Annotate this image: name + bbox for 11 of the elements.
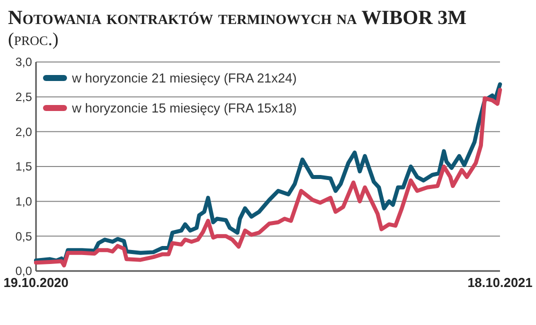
legend-label: w horyzoncie 15 miesięcy (FRA 15x18) xyxy=(71,100,297,116)
y-tick-label: 2,5 xyxy=(15,90,32,104)
y-tick-label: 2,0 xyxy=(15,124,32,139)
y-tick-label: 0,5 xyxy=(15,229,32,244)
y-tick-label: 1,5 xyxy=(15,160,32,174)
legend-label: w horyzoncie 21 miesięcy (FRA 21x24) xyxy=(71,70,297,86)
y-tick-label: 3,0 xyxy=(15,55,32,70)
x-tick-label: 18.10.2021 xyxy=(467,275,533,290)
chart-title: Notowania kontraktów terminowych na WIBOR 3M xyxy=(8,7,467,29)
y-tick-label: 1,0 xyxy=(15,194,32,209)
chart-subtitle: (proc.) xyxy=(8,29,58,49)
